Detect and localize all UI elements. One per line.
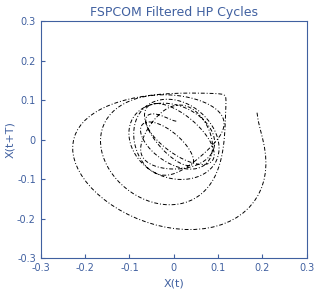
Y-axis label: X(t+T): X(t+T) (5, 121, 16, 158)
Title: FSPCOM Filtered HP Cycles: FSPCOM Filtered HP Cycles (90, 6, 258, 19)
X-axis label: X(t): X(t) (164, 278, 184, 288)
